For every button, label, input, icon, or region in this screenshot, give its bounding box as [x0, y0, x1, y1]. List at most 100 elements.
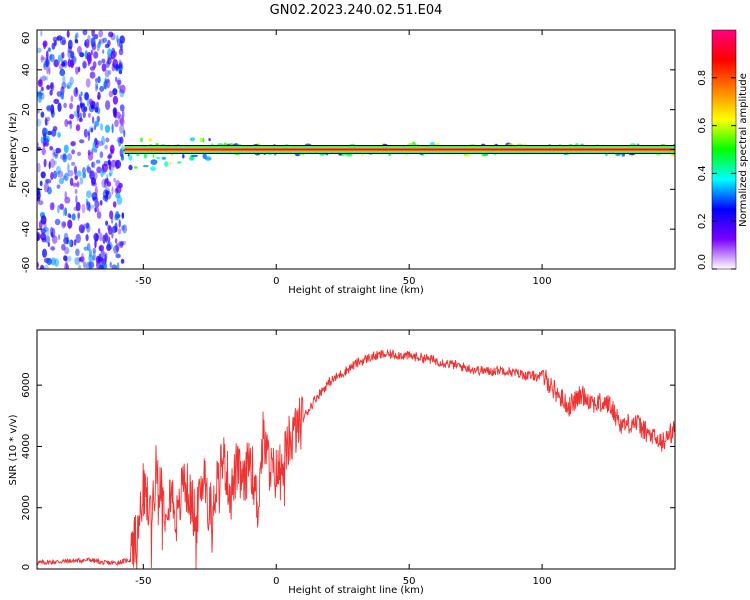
noise-blob: [50, 257, 57, 266]
spectrogram-y-tick-label: 60: [21, 32, 32, 45]
noise-blob: [91, 161, 94, 168]
carrier-blob: [191, 154, 199, 158]
noise-blob: [67, 170, 74, 177]
noise-blob: [121, 212, 125, 219]
noise-blob: [112, 88, 118, 96]
noise-blob: [104, 124, 111, 133]
noise-blob: [67, 39, 73, 50]
noise-blob: [77, 46, 82, 54]
noise-blob: [75, 124, 81, 132]
noise-blob: [95, 78, 98, 83]
noise-blob: [41, 147, 46, 156]
noise-blob: [75, 32, 79, 39]
noise-blob: [58, 234, 61, 241]
noise-blob: [41, 75, 47, 82]
noise-blob: [120, 225, 125, 231]
noise-blob: [37, 79, 43, 88]
noise-blob: [104, 253, 107, 264]
noise-blob: [45, 138, 49, 147]
noise-blob: [88, 254, 93, 262]
colorbar-tick-label: 0.8: [697, 70, 708, 86]
noise-blob: [92, 251, 96, 261]
noise-blob: [50, 109, 55, 118]
noise-blob: [86, 97, 90, 107]
noise-blob: [50, 82, 54, 90]
noise-blob: [37, 93, 43, 103]
noise-blob: [100, 38, 105, 45]
noise-blob: [99, 200, 103, 206]
noise-blob: [95, 159, 101, 164]
noise-blob: [103, 160, 109, 167]
noise-blob: [75, 248, 80, 257]
noise-blob: [45, 229, 50, 236]
noise-blob: [64, 119, 69, 127]
noise-blob: [70, 95, 74, 103]
noise-blob: [47, 242, 51, 247]
noise-blob: [82, 61, 87, 69]
noise-blob: [66, 153, 73, 161]
noise-blob: [56, 184, 61, 189]
noise-blob: [115, 253, 121, 259]
noise-blob: [40, 215, 47, 225]
spectrogram-y-axis-label: Frequency (Hz): [8, 112, 19, 188]
noise-blob: [38, 79, 43, 85]
noise-blob: [107, 57, 112, 65]
noise-blob: [114, 211, 120, 221]
noise-blob: [59, 68, 66, 77]
noise-blob: [41, 237, 47, 243]
noise-blob: [111, 217, 114, 224]
noise-blob: [94, 82, 99, 92]
noise-blob: [85, 190, 92, 198]
snr-y-tick-label: 4000: [21, 434, 32, 459]
noise-blob: [105, 100, 111, 111]
noise-blob: [115, 180, 121, 188]
noise-blob: [79, 52, 85, 58]
noise-blob: [42, 248, 47, 258]
noise-blob: [88, 261, 95, 269]
noise-blob: [93, 34, 99, 40]
spectrogram-y-tick-label: 40: [21, 63, 32, 76]
noise-blob: [60, 92, 64, 100]
noise-blob: [90, 104, 94, 110]
noise-blob: [82, 30, 88, 36]
noise-blob: [45, 179, 52, 184]
noise-blob: [69, 76, 74, 86]
colorbar: 0.0 0.2 0.4 0.6 0.8 Normalized spectral ampl…: [697, 29, 749, 270]
noise-blob: [99, 85, 105, 92]
snr-y-ticks: 0 2000 4000 6000: [21, 372, 675, 570]
noise-blob: [111, 166, 115, 171]
noise-blob: [95, 101, 99, 109]
noise-blob: [121, 109, 125, 119]
noise-blob: [92, 196, 99, 202]
noise-blob: [42, 226, 49, 232]
carrier-blob: [148, 138, 152, 142]
carrier-blob: [150, 166, 157, 171]
noise-blob: [74, 39, 79, 44]
noise-blob: [63, 102, 67, 109]
noise-blob: [40, 56, 47, 61]
noise-blob: [64, 191, 67, 199]
noise-blob: [67, 120, 72, 125]
noise-blob: [98, 244, 105, 252]
noise-blob: [97, 228, 101, 234]
snr-series-line: [37, 349, 675, 569]
noise-blob: [61, 61, 66, 67]
noise-blob: [53, 98, 60, 104]
noise-blob: [86, 166, 92, 173]
spectrogram-y-tick-label: 0: [21, 146, 32, 152]
noise-blob: [51, 42, 56, 50]
noise-blob: [115, 76, 118, 83]
noise-blob: [49, 146, 54, 151]
noise-blob: [46, 50, 49, 61]
noise-blob: [50, 246, 56, 251]
noise-blob: [100, 123, 103, 131]
noise-blob: [48, 161, 51, 170]
noise-blob: [111, 123, 114, 134]
carrier-blob: [202, 153, 207, 159]
noise-blob: [81, 203, 86, 214]
noise-blob: [49, 158, 56, 168]
noise-blob: [57, 102, 62, 113]
noise-blob: [105, 137, 110, 143]
noise-blob: [91, 177, 96, 185]
noise-blob: [86, 223, 91, 233]
